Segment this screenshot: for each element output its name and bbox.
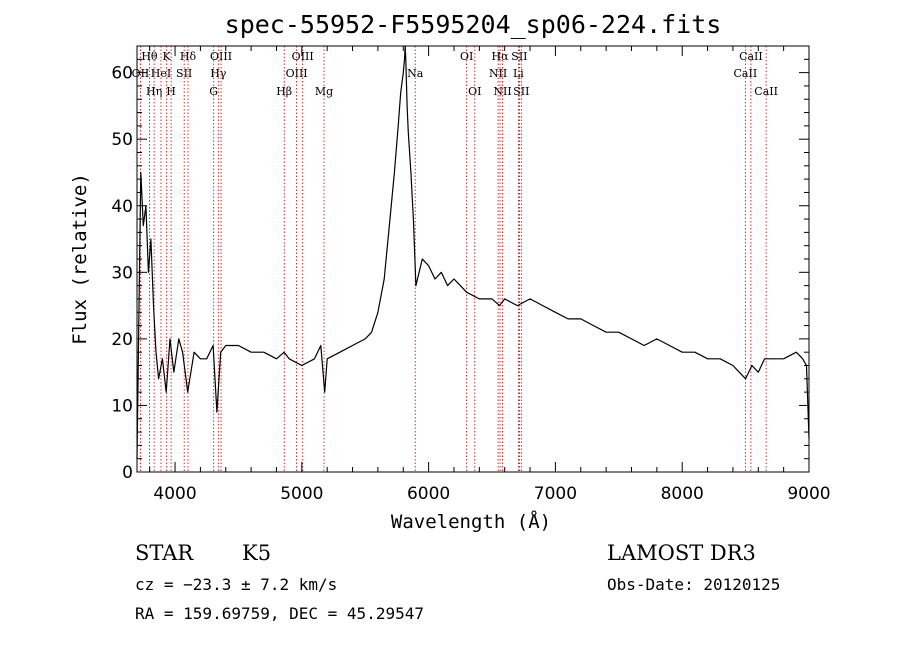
spectral-line-label: OI	[460, 50, 473, 63]
spectral-line-label: Na	[407, 67, 424, 80]
y-tick-label: 60	[111, 64, 133, 84]
spectral-line-label: HeI	[151, 67, 171, 80]
chart-title: spec-55952-F5595204_sp06-224.fits	[225, 10, 722, 39]
x-axis-label: Wavelength (Å)	[391, 510, 551, 533]
spectral-line-label: CaII	[754, 85, 778, 98]
spectral-line-label: OIII	[210, 50, 232, 63]
spectral-line-label: Hα	[491, 50, 509, 63]
y-tick-label: 0	[122, 463, 133, 483]
x-tick-label: 5000	[280, 484, 323, 504]
survey-name: LAMOST DR3	[607, 541, 756, 565]
y-tick-label: 30	[111, 263, 133, 283]
spectral-line-label: SII	[511, 50, 527, 63]
spectral-line-label: Hη	[146, 85, 162, 98]
y-tick-label: 40	[111, 197, 133, 217]
object-class: STAR	[135, 541, 194, 565]
spectral-line-label: Li	[513, 67, 524, 80]
x-tick-label: 9000	[787, 484, 830, 504]
spectral-line-label: SII	[176, 67, 192, 80]
x-tick-label: 4000	[153, 484, 196, 504]
spectral-line-markers	[140, 46, 767, 472]
spectral-line-label: Hβ	[276, 85, 292, 98]
object-subclass: K5	[242, 541, 271, 565]
y-tick-label: 10	[111, 396, 133, 416]
spectral-line-label: CaII	[734, 67, 758, 80]
spectral-line-label: OIII	[286, 67, 308, 80]
spectral-line-label: CaII	[739, 50, 763, 63]
spectral-line-label: NII	[489, 67, 507, 80]
observation-date: Obs-Date: 20120125	[607, 575, 780, 594]
x-tick-label: 7000	[534, 484, 577, 504]
spectral-line-label: OIII	[292, 50, 314, 63]
spectrum-series	[136, 45, 810, 459]
spectral-line-label: Hθ	[141, 50, 158, 63]
spectral-line-label: NII	[493, 85, 511, 98]
coordinates: RA = 159.69759, DEC = 45.29547	[135, 604, 424, 623]
spectral-line-label: G	[209, 85, 218, 98]
spectral-line-label: K	[163, 50, 172, 63]
spectral-line-labels: Hθ OII Hη K HeI H Hδ SII OIII Hγ G OIII OIII Hβ Mg Na OI…	[132, 50, 778, 98]
y-tick-label: 50	[111, 130, 133, 150]
axis-ticks: 4000 5000 6000 7000 8000 9000 0 10 20 30 40 50 60	[111, 45, 831, 504]
redshift-velocity: cz = −23.3 ± 7.2 km/s	[135, 575, 337, 594]
y-tick-label: 20	[111, 330, 133, 350]
x-tick-label: 8000	[661, 484, 704, 504]
spectral-line-label: OI	[468, 85, 481, 98]
plot-frame	[136, 45, 810, 473]
y-axis-label: Flux (relative)	[69, 173, 91, 345]
spectral-line-label: Mg	[315, 85, 333, 98]
spectral-line-label: Hδ	[180, 50, 197, 63]
spectral-line-label: OII	[132, 67, 150, 80]
x-tick-label: 6000	[407, 484, 450, 504]
spectral-line-label: Hγ	[210, 67, 227, 80]
spectrum-line	[136, 45, 810, 459]
spectral-line-label: SII	[513, 85, 529, 98]
spectral-line-label: H	[166, 85, 176, 98]
